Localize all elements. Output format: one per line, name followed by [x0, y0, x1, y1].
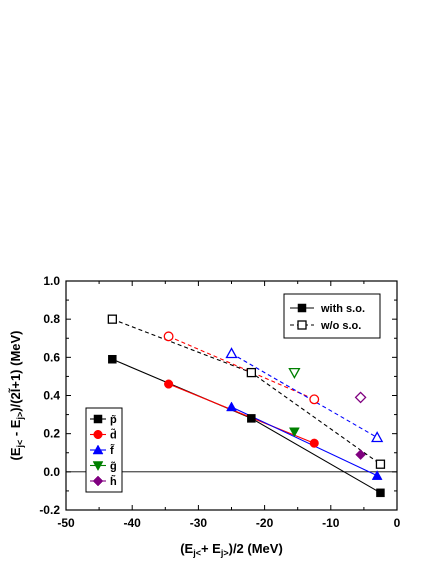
y-tick-label: 0.2 [43, 427, 60, 441]
x-tick-label: -30 [190, 516, 208, 530]
data-point-without-so [288, 367, 301, 379]
data-point-with-so [226, 401, 237, 412]
legend-marker [92, 444, 104, 455]
legend-marker [92, 475, 104, 487]
x-tick-label: -40 [124, 516, 142, 530]
legend-label: f̃ [110, 444, 115, 457]
series-line-with-so [168, 383, 315, 444]
series-line-without-so [231, 353, 378, 438]
style-legend-label: w/o s.o. [320, 320, 361, 332]
x-tick-label: -10 [322, 516, 340, 530]
data-point-with-so [247, 414, 256, 423]
y-axis-title: (Ej< - Ej>)/(2l̃+1) (MeV) [8, 330, 25, 460]
data-point-without-so [225, 347, 238, 359]
series-line-without-so [168, 335, 315, 400]
style-legend-marker [297, 303, 307, 313]
y-tick-label: 0.0 [43, 465, 60, 479]
y-tick-label: 0.8 [43, 312, 60, 326]
series-line-without-so [112, 318, 381, 465]
legend-marker [92, 461, 104, 472]
x-tick-label: 0 [394, 516, 401, 530]
data-point-without-so [354, 391, 367, 404]
data-point-with-so [371, 470, 383, 480]
data-point-without-so [309, 394, 320, 405]
legend-label: h̃ [110, 475, 117, 488]
legend-marker [93, 414, 103, 424]
data-point-without-so [246, 367, 257, 378]
legend-label: g̃ [110, 461, 117, 473]
data-point-without-so [375, 459, 386, 469]
data-point-without-so [163, 331, 174, 342]
y-tick-label: 0.6 [43, 350, 60, 364]
data-point-without-so [107, 314, 117, 324]
legend-label: p̃ [110, 414, 117, 426]
series-line-with-so [112, 358, 381, 494]
style-legend-marker [297, 320, 307, 330]
data-point-with-so [309, 438, 319, 448]
legend-marker [93, 429, 103, 440]
data-point-with-so [288, 427, 300, 438]
y-tick-label: -0.2 [39, 503, 60, 517]
data-point-without-so [371, 431, 384, 443]
series-line-with-so [231, 406, 378, 477]
x-axis-title: (Ej<+ Ej>)/2 (MeV) [180, 541, 283, 558]
style-legend-label: with s.o. [320, 303, 365, 315]
style-legend [283, 293, 381, 339]
x-tick-label: -50 [57, 516, 75, 530]
legend-label: d̃ [110, 429, 117, 442]
x-tick-label: -20 [256, 516, 274, 530]
data-point-with-so [108, 354, 117, 364]
data-point-with-so [164, 379, 174, 389]
data-point-with-so [355, 449, 366, 461]
data-point-with-so [376, 488, 385, 498]
y-tick-label: 1.0 [43, 274, 60, 288]
y-tick-label: 0.4 [43, 389, 60, 403]
